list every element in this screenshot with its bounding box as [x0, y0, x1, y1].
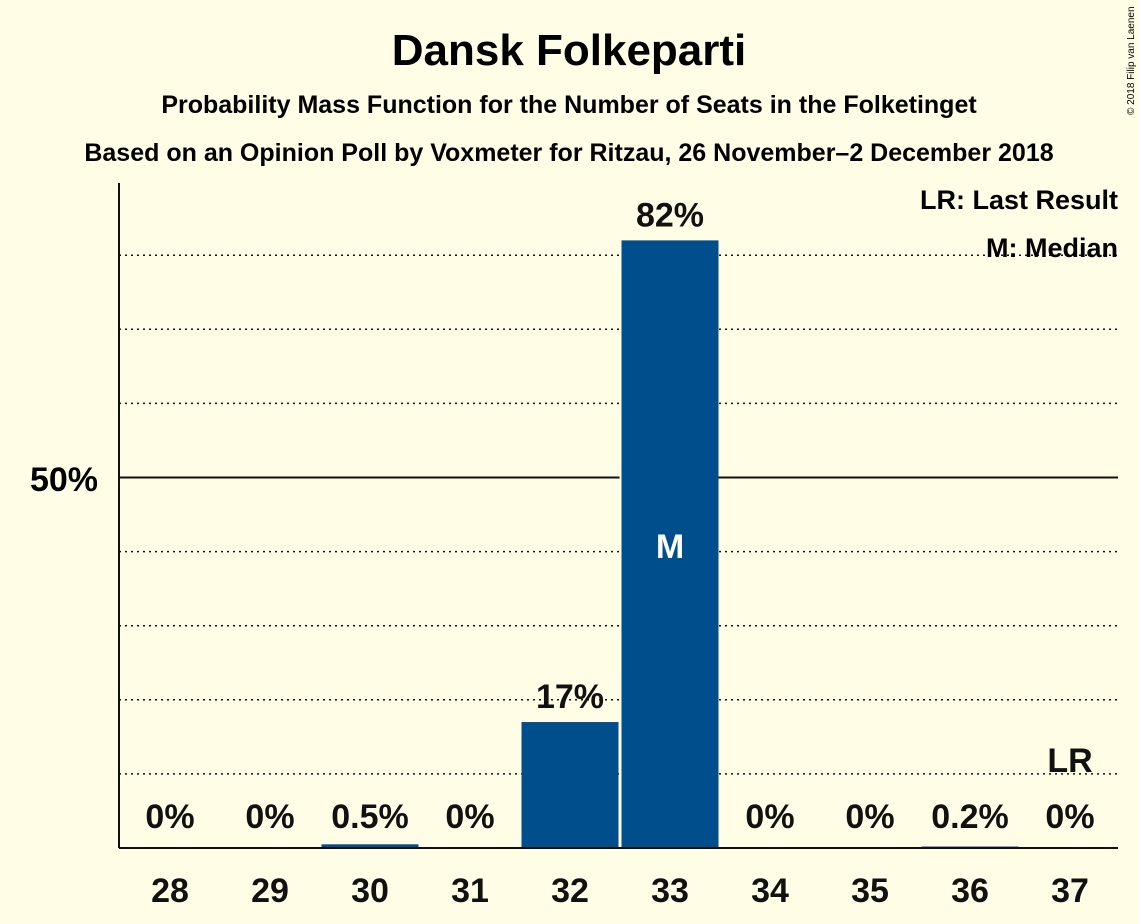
data-label-30: 0.5%	[331, 798, 409, 836]
x-tick-label-35: 35	[851, 872, 889, 910]
data-label-33: 82%	[636, 196, 704, 234]
x-tick-label-31: 31	[451, 872, 489, 910]
data-label-35: 0%	[845, 798, 894, 836]
x-tick-label-29: 29	[251, 872, 289, 910]
bar-33	[621, 240, 719, 848]
data-label-36: 0.2%	[931, 798, 1009, 836]
x-tick-label-36: 36	[951, 872, 989, 910]
bar-32	[521, 722, 619, 848]
chart-subtitle: Probability Mass Function for the Number…	[161, 91, 977, 119]
x-tick-label-28: 28	[151, 872, 189, 910]
x-axis-ticks: 28 29 30 31 32 33 34 35 36 37	[151, 872, 1089, 910]
data-label-29: 0%	[245, 798, 294, 836]
legend-median: M: Median	[986, 233, 1118, 263]
data-label-31: 0%	[445, 798, 494, 836]
bar-30	[321, 844, 419, 848]
x-tick-label-37: 37	[1051, 872, 1089, 910]
x-tick-label-33: 33	[651, 872, 689, 910]
x-tick-label-34: 34	[751, 872, 789, 910]
data-label-28: 0%	[145, 798, 194, 836]
chart-subtitle-source: Based on an Opinion Poll by Voxmeter for…	[84, 139, 1053, 167]
data-label-37: 0%	[1045, 798, 1094, 836]
y-axis-tick-label: 50%	[30, 461, 98, 499]
data-label-34: 0%	[745, 798, 794, 836]
copyright-notice: © 2018 Filip van Laenen	[1126, 6, 1137, 115]
x-tick-label-30: 30	[351, 872, 389, 910]
chart-title: Dansk Folkeparti	[392, 26, 747, 75]
x-tick-label-32: 32	[551, 872, 589, 910]
data-label-32: 17%	[536, 678, 604, 716]
legend-last-result: LR: Last Result	[920, 185, 1118, 215]
last-result-marker: LR	[1047, 742, 1092, 780]
median-marker: M	[656, 528, 684, 566]
data-labels: 0% 0% 0.5% 0% 17% 82% M 0% 0% 0.2% 0% LR	[145, 196, 1094, 836]
